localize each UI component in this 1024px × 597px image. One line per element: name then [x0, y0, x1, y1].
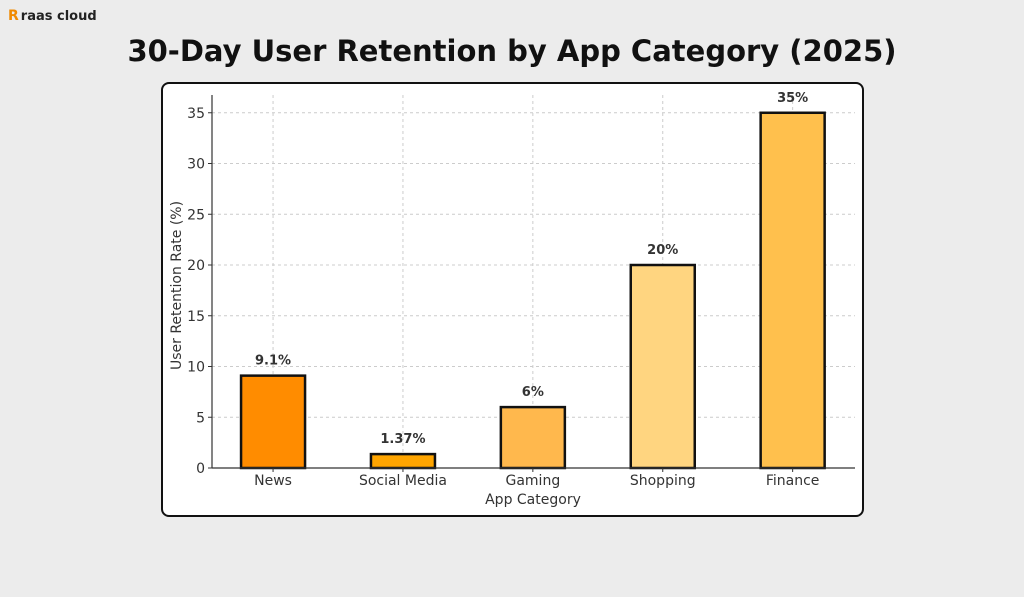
- bar-social-media: [369, 452, 437, 470]
- y-tick-label: 30: [187, 157, 205, 173]
- y-tick-label: 5: [196, 410, 205, 426]
- y-tick-label: 15: [187, 309, 205, 325]
- y-tick-label: 0: [196, 461, 205, 477]
- x-axis-label: App Category: [485, 492, 581, 508]
- brand-mark-icon: R: [8, 8, 19, 24]
- data-label: 9.1%: [255, 354, 291, 369]
- y-tick-label: 35: [187, 106, 205, 122]
- data-label: 1.37%: [380, 432, 425, 447]
- y-axis-label: User Retention Rate (%): [169, 201, 185, 370]
- bar-finance: [759, 111, 826, 470]
- brand-logo: R raas cloud: [8, 8, 97, 24]
- chart-title: 30-Day User Retention by App Category (2…: [127, 34, 897, 68]
- x-tick-label: Gaming: [505, 473, 560, 489]
- brand-name: raas cloud: [20, 8, 97, 24]
- x-tick-label: Shopping: [630, 473, 696, 489]
- x-tick-label: Finance: [766, 473, 820, 489]
- bar-news: [239, 374, 307, 470]
- bar-shopping: [629, 263, 696, 470]
- y-tick-label: 10: [187, 360, 205, 376]
- data-label: 35%: [777, 91, 808, 106]
- x-tick-label: News: [254, 473, 292, 489]
- data-label: 6%: [522, 385, 544, 400]
- y-tick-label: 20: [187, 258, 205, 274]
- x-tick-label: Social Media: [359, 473, 447, 489]
- bar-gaming: [499, 405, 567, 470]
- y-tick-label: 25: [187, 207, 205, 223]
- data-label: 20%: [647, 243, 678, 258]
